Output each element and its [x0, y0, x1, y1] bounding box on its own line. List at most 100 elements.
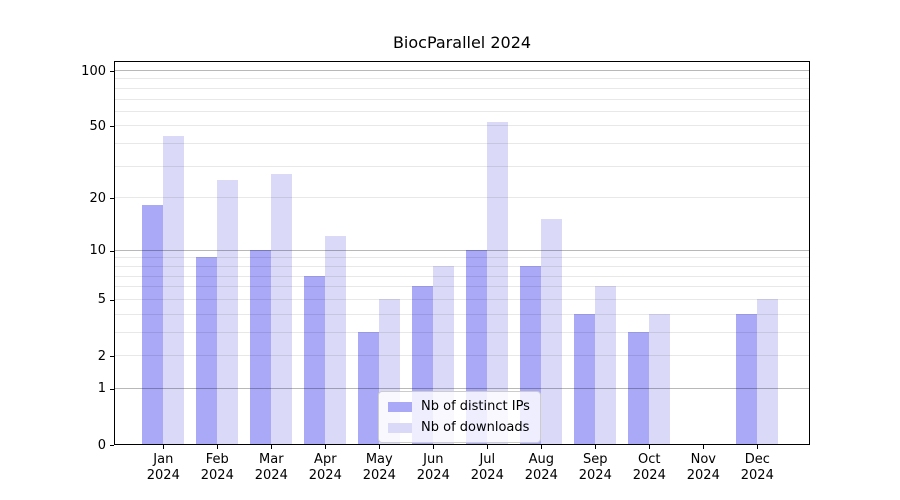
x-axis-tick-label: Sep 2024 — [565, 452, 625, 484]
x-axis-tick-label-year: 2024 — [578, 468, 612, 483]
bar-downloads-aug — [541, 219, 563, 444]
y-axis-tick-label: 0 — [97, 437, 106, 453]
minor-gridline — [115, 331, 809, 333]
x-axis-tick-label-month: Jun — [423, 452, 444, 467]
minor-gridline — [115, 78, 809, 80]
chart-title: BiocParallel 2024 — [392, 33, 532, 52]
y-axis-tick — [110, 299, 114, 301]
x-axis-tick-label: Aug 2024 — [511, 452, 571, 484]
major-gridline — [115, 249, 809, 251]
bar-downloads-apr — [325, 236, 347, 444]
x-axis-tick-label-year: 2024 — [362, 468, 396, 483]
minor-gridline — [115, 143, 809, 145]
y-axis-tick — [110, 356, 114, 357]
y-axis-tick-label: 50 — [89, 118, 106, 134]
x-axis-tick-label-year: 2024 — [200, 468, 234, 483]
legend-item-distinct-ips: Nb of distinct IPs — [388, 398, 530, 415]
x-axis-tick — [433, 445, 435, 449]
bar-distinct-ips-sep — [574, 313, 596, 444]
x-axis-tick — [271, 445, 273, 449]
x-axis-tick — [703, 445, 705, 449]
bar-downloads-jan — [163, 135, 185, 444]
x-axis-tick — [757, 445, 759, 449]
x-axis-tick-label-month: Dec — [744, 452, 770, 467]
minor-gridline — [115, 197, 809, 199]
major-gridline — [115, 387, 809, 389]
y-axis-tick — [110, 250, 114, 252]
bar-downloads-jul — [487, 122, 509, 444]
minor-gridline — [115, 87, 809, 89]
x-axis-tick-label: Nov 2024 — [673, 452, 733, 484]
bar-distinct-ips-mar — [250, 249, 272, 444]
x-axis-tick-label-year: 2024 — [524, 468, 558, 483]
x-axis-tick-label: Oct 2024 — [619, 452, 679, 484]
bar-distinct-ips-apr — [304, 275, 326, 444]
x-axis-tick-label-month: Aug — [528, 452, 554, 467]
x-axis-tick-label-year: 2024 — [254, 468, 288, 483]
legend-swatch-downloads — [388, 422, 412, 433]
x-axis-tick-label-year: 2024 — [740, 468, 774, 483]
x-axis-tick-label: Dec 2024 — [727, 452, 787, 484]
x-axis-tick — [379, 445, 381, 449]
x-axis-tick-label: May 2024 — [349, 452, 409, 484]
bar-downloads-sep — [595, 286, 617, 444]
y-axis-tick-label: 2 — [97, 348, 106, 364]
x-axis-tick-label: Jan 2024 — [133, 452, 193, 484]
x-axis-tick-label-month: Mar — [259, 452, 284, 467]
minor-gridline — [115, 313, 809, 315]
minor-gridline — [115, 125, 809, 127]
y-axis-tick-label: 100 — [81, 63, 106, 79]
minor-gridline — [115, 265, 809, 267]
x-axis-tick — [541, 445, 543, 449]
bar-distinct-ips-dec — [736, 313, 758, 444]
minor-gridline — [115, 355, 809, 356]
x-axis-tick-label-month: Sep — [583, 452, 608, 467]
minor-gridline — [115, 165, 809, 167]
x-axis-tick-label-month: Jul — [479, 452, 496, 467]
legend-swatch-distinct-ips — [388, 401, 412, 412]
bar-distinct-ips-oct — [628, 331, 650, 444]
minor-gridline — [115, 286, 809, 288]
legend-item-downloads: Nb of downloads — [388, 419, 530, 436]
bar-downloads-dec — [757, 298, 779, 444]
x-axis-tick-label: Feb 2024 — [187, 452, 247, 484]
x-axis-tick-label-month: Feb — [205, 452, 229, 467]
plot-area: Nb of distinct IPs Nb of downloads — [114, 61, 810, 445]
minor-gridline — [115, 98, 809, 100]
x-axis-tick-label: Jul 2024 — [457, 452, 517, 484]
x-axis-tick-label-year: 2024 — [686, 468, 720, 483]
legend-label-downloads: Nb of downloads — [421, 420, 530, 435]
minor-gridline — [115, 275, 809, 277]
x-axis-tick-label-year: 2024 — [416, 468, 450, 483]
x-axis-tick — [163, 445, 165, 449]
minor-gridline — [115, 110, 809, 112]
minor-gridline — [115, 257, 809, 259]
x-axis-tick-label-month: Nov — [690, 452, 716, 467]
x-axis-tick — [595, 445, 597, 449]
minor-gridline — [115, 298, 809, 300]
y-axis-tick — [110, 445, 114, 446]
y-axis-tick-label: 5 — [97, 292, 106, 308]
major-gridline — [115, 70, 809, 71]
x-axis-tick-label-month: Jan — [153, 452, 174, 467]
x-axis-tick-label-year: 2024 — [308, 468, 342, 483]
bar-downloads-mar — [271, 174, 293, 444]
y-axis-tick — [110, 71, 114, 72]
x-axis-tick-label: Mar 2024 — [241, 452, 301, 484]
x-axis-tick — [217, 445, 219, 449]
x-axis-tick-label-year: 2024 — [632, 468, 666, 483]
bar-distinct-ips-jan — [142, 205, 164, 444]
x-axis-tick-label: Jun 2024 — [403, 452, 463, 484]
legend-label-distinct-ips: Nb of distinct IPs — [421, 399, 530, 414]
legend: Nb of distinct IPs Nb of downloads — [378, 391, 541, 443]
bar-downloads-feb — [217, 180, 239, 444]
x-axis-tick-label-year: 2024 — [146, 468, 180, 483]
y-axis-tick-label: 20 — [89, 190, 106, 206]
bar-distinct-ips-may — [358, 331, 380, 444]
y-axis-tick-label: 1 — [97, 381, 106, 397]
x-axis-tick-label-month: May — [365, 452, 393, 467]
bar-distinct-ips-feb — [196, 257, 218, 444]
y-axis-tick — [110, 198, 114, 200]
x-axis-tick-label: Apr 2024 — [295, 452, 355, 484]
